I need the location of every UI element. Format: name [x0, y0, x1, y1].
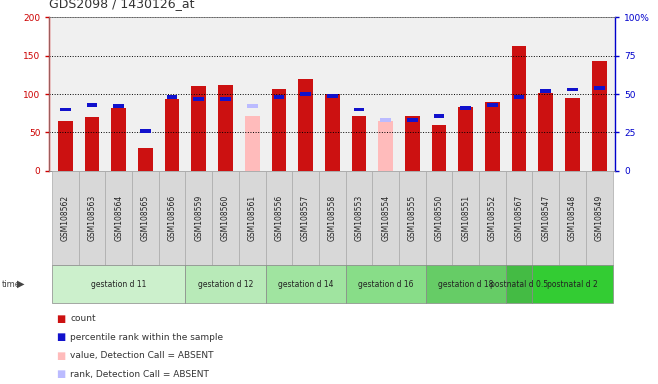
Bar	[567, 88, 578, 91]
Text: ■: ■	[56, 369, 65, 379]
Text: GSM108547: GSM108547	[542, 195, 550, 241]
Text: GSM108558: GSM108558	[328, 195, 337, 241]
Bar	[485, 102, 500, 171]
Bar	[594, 86, 605, 90]
Text: ■: ■	[56, 351, 65, 361]
Text: GSM108565: GSM108565	[141, 195, 150, 241]
Text: GDS2098 / 1430126_at: GDS2098 / 1430126_at	[49, 0, 195, 10]
Text: percentile rank within the sample: percentile rank within the sample	[70, 333, 224, 342]
Text: GSM108553: GSM108553	[355, 195, 363, 241]
Bar	[138, 148, 153, 171]
Text: GSM108556: GSM108556	[274, 195, 284, 241]
Text: GSM108552: GSM108552	[488, 195, 497, 241]
Text: GSM108566: GSM108566	[168, 195, 176, 241]
Bar	[300, 92, 311, 96]
Text: GSM108550: GSM108550	[434, 195, 443, 241]
Bar	[432, 125, 446, 171]
Text: gestation d 12: gestation d 12	[198, 280, 253, 289]
Text: rank, Detection Call = ABSENT: rank, Detection Call = ABSENT	[70, 369, 209, 379]
Text: GSM108567: GSM108567	[515, 195, 524, 241]
Bar	[351, 116, 367, 171]
Bar	[191, 86, 206, 171]
Bar	[378, 121, 393, 171]
Bar	[538, 93, 553, 171]
Bar	[274, 95, 284, 99]
Text: GSM108560: GSM108560	[221, 195, 230, 241]
Text: gestation d 11: gestation d 11	[91, 280, 147, 289]
Bar	[380, 118, 391, 122]
Text: GSM108557: GSM108557	[301, 195, 310, 241]
Text: GSM108564: GSM108564	[114, 195, 123, 241]
Bar	[85, 117, 99, 171]
Bar	[220, 97, 231, 101]
Bar	[113, 104, 124, 108]
Bar	[434, 114, 444, 118]
Bar	[325, 94, 340, 171]
Text: value, Detection Call = ABSENT: value, Detection Call = ABSENT	[70, 351, 214, 360]
Bar	[592, 61, 607, 171]
Bar	[487, 103, 498, 107]
Bar	[272, 89, 286, 171]
Text: GSM108563: GSM108563	[88, 195, 97, 241]
Bar	[60, 108, 70, 111]
Bar	[327, 94, 338, 98]
Text: time: time	[1, 280, 20, 289]
Text: GSM108549: GSM108549	[595, 195, 603, 241]
Bar	[514, 95, 524, 99]
Text: GSM108562: GSM108562	[61, 195, 70, 241]
Text: GSM108548: GSM108548	[568, 195, 577, 241]
Bar	[540, 89, 551, 93]
Bar	[87, 103, 97, 107]
Bar	[298, 79, 313, 171]
Text: ▶: ▶	[17, 279, 24, 289]
Bar	[140, 129, 151, 133]
Bar	[166, 95, 178, 99]
Text: GSM108551: GSM108551	[461, 195, 470, 241]
Text: GSM108561: GSM108561	[247, 195, 257, 241]
Bar	[353, 108, 365, 111]
Text: ■: ■	[56, 332, 65, 342]
Bar	[58, 121, 72, 171]
Bar	[164, 99, 180, 171]
Text: GSM108559: GSM108559	[194, 195, 203, 241]
Text: GSM108555: GSM108555	[408, 195, 417, 241]
Text: gestation d 16: gestation d 16	[358, 280, 413, 289]
Bar	[218, 85, 233, 171]
Bar	[247, 104, 257, 108]
Text: ■: ■	[56, 314, 65, 324]
Text: GSM108554: GSM108554	[381, 195, 390, 241]
Bar	[111, 108, 126, 171]
Text: gestation d 18: gestation d 18	[438, 280, 494, 289]
Bar	[245, 116, 259, 171]
Text: postnatal d 2: postnatal d 2	[547, 280, 598, 289]
Text: postnatal d 0.5: postnatal d 0.5	[490, 280, 548, 289]
Bar	[193, 97, 204, 101]
Bar	[512, 46, 526, 171]
Text: count: count	[70, 314, 96, 323]
Bar	[407, 118, 418, 122]
Text: gestation d 14: gestation d 14	[278, 280, 334, 289]
Bar	[461, 106, 471, 110]
Bar	[405, 116, 420, 171]
Bar	[565, 98, 580, 171]
Bar	[459, 107, 473, 171]
